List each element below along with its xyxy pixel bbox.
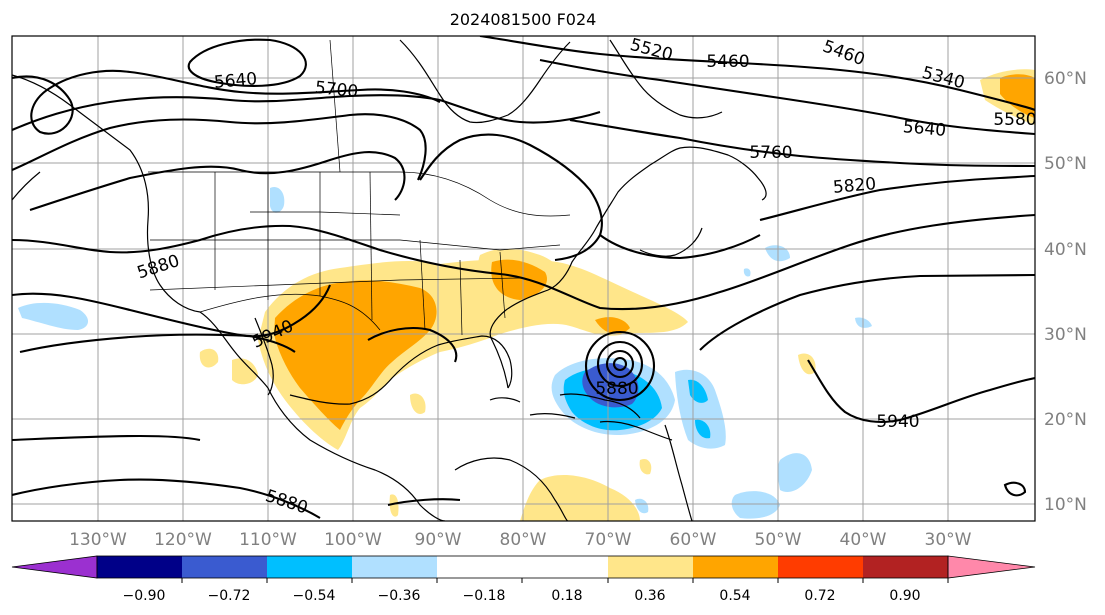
colorbar-tick-label: −0.54: [293, 588, 336, 604]
colorbar-segment: [182, 556, 267, 578]
colorbar-tick-label: −0.90: [123, 588, 166, 604]
map-frame: [11, 35, 1036, 522]
contour-label: 5700: [314, 78, 359, 102]
lat-tick-label: 60°N: [1044, 69, 1087, 89]
latitude-axis: 60°N 50°N 40°N 30°N 20°N 10°N: [1044, 69, 1087, 515]
lon-tick-label: 60°W: [670, 530, 717, 550]
colorbar-tick-label: −0.72: [208, 588, 251, 604]
coastlines: [12, 39, 1026, 521]
colorbar-segment: [693, 556, 778, 578]
lon-tick-label: 80°W: [500, 530, 547, 550]
colorbar-segment: [352, 556, 437, 578]
contour-label: 5940: [876, 412, 919, 432]
colorbar-tick-label: −0.18: [463, 588, 506, 604]
colorbar-segment: [97, 556, 182, 578]
contour-label: 5460: [706, 52, 749, 72]
lat-tick-label: 50°N: [1044, 154, 1087, 174]
lon-tick-label: 50°W: [755, 530, 802, 550]
colorbar-tick-label: 0.54: [719, 588, 750, 604]
strong-negative-anomaly-shading: [582, 363, 639, 408]
colorbar-min-extend: [11, 555, 98, 579]
lon-tick-label: 110°W: [239, 530, 297, 550]
contour-label: 5580: [993, 110, 1036, 130]
colorbar-max-extend: [947, 555, 1036, 579]
lon-tick-label: 100°W: [324, 530, 382, 550]
strong-positive-anomaly-shading: [274, 74, 1035, 430]
colorbar-segment: [437, 556, 522, 578]
colorbar-tick-label: −0.36: [378, 588, 421, 604]
lon-tick-label: 30°W: [925, 530, 972, 550]
colorbar-tick-label: 0.72: [804, 588, 835, 604]
contour-label: 5820: [832, 174, 877, 198]
lat-tick-label: 40°N: [1044, 240, 1087, 260]
contour-label: 5640: [213, 69, 258, 93]
political-borders: [148, 39, 571, 336]
lon-tick-label: 70°W: [585, 530, 632, 550]
lon-tick-label: 40°W: [840, 530, 887, 550]
colorbar-segment: [267, 556, 352, 578]
contour-label: 5640: [902, 117, 947, 141]
lat-tick-label: 20°N: [1044, 410, 1087, 430]
contour-label: 5760: [749, 143, 792, 163]
map-area: 5640 5700 5520 5460 5460 5340 5640 5580 …: [12, 36, 1036, 521]
colorbar-segment: [608, 556, 693, 578]
lon-tick-label: 120°W: [154, 530, 212, 550]
lat-tick-label: 10°N: [1044, 495, 1087, 515]
lat-tick-label: 30°N: [1044, 325, 1087, 345]
colorbar-segment: [778, 556, 863, 578]
colorbar-segment: [863, 556, 948, 578]
colorbar-ticks: [181, 578, 949, 583]
colorbar-tick-label: 0.36: [634, 588, 665, 604]
colorbar-tick-label: 0.18: [551, 588, 582, 604]
lon-tick-label: 90°W: [415, 530, 462, 550]
colorbar-tick-label: 0.90: [889, 588, 920, 604]
longitude-axis: 130°W 120°W 110°W 100°W 90°W 80°W 70°W 6…: [69, 530, 972, 550]
height-contours: [12, 36, 1035, 519]
contour-label: 5880: [595, 379, 638, 399]
colorbar-segment: [522, 556, 608, 578]
colorbar: −0.90 −0.72 −0.54 −0.36 −0.18 0.18 0.36 …: [11, 555, 1036, 604]
lon-tick-label: 130°W: [69, 530, 127, 550]
map-title: 2024081500 F024: [450, 10, 597, 29]
